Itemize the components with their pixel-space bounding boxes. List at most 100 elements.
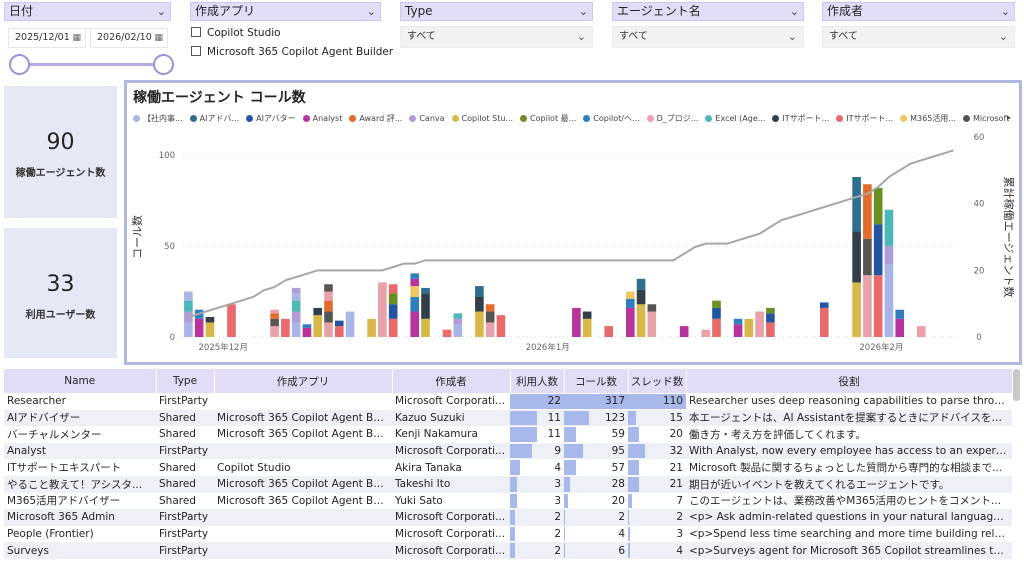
bar-segment xyxy=(647,304,657,312)
table-row[interactable]: Surveys FirstParty Microsoft Corporati... 2… xyxy=(4,542,1012,559)
chevron-down-icon[interactable]: ⌄ xyxy=(787,30,797,43)
calendar-icon[interactable]: ▦ xyxy=(154,33,163,43)
column-header[interactable]: 作成アプリ xyxy=(214,369,393,393)
bar-segment xyxy=(863,238,872,276)
legend-item[interactable]: AIアバター xyxy=(246,113,296,124)
numeric-cell: 3 xyxy=(510,493,564,510)
legend-item[interactable]: 【社内事... xyxy=(133,113,183,124)
column-header[interactable]: 利用人数 xyxy=(510,369,565,393)
type-dropdown[interactable]: すべて ⌄ xyxy=(400,26,593,48)
numeric-cell: 28 xyxy=(564,475,628,493)
bar-segment xyxy=(410,273,420,279)
date-range-end-handle[interactable] xyxy=(153,54,174,75)
legend-item[interactable]: D_プロジ... xyxy=(646,113,698,124)
y-tick-label: 0 xyxy=(170,333,175,343)
legend-next-arrow[interactable]: ▸ xyxy=(1006,113,1011,122)
legend-item[interactable]: Copilot Stu... xyxy=(451,114,513,123)
app-option-copilot-studio[interactable]: Copilot Studio xyxy=(191,26,281,40)
legend-item[interactable]: Canva xyxy=(409,114,445,123)
y2-tick-label: 60 xyxy=(974,133,985,143)
agent-dropdown-value: すべて xyxy=(619,31,648,42)
chevron-down-icon[interactable]: ⌄ xyxy=(366,5,376,18)
creator-dropdown[interactable]: すべて ⌄ xyxy=(822,26,1015,48)
table-row[interactable]: AIアドバイザー Shared Microsoft 365 Copilot Agen… xyxy=(4,409,1012,427)
table-row[interactable]: Microsoft 365 Admin FirstParty Microsoft C… xyxy=(4,509,1012,526)
bar-segment xyxy=(302,327,312,337)
end-date-value: 2026/02/10 xyxy=(97,32,152,43)
column-header[interactable]: Type xyxy=(156,369,215,393)
bar-segment xyxy=(819,302,829,308)
legend-item[interactable]: Award 評... xyxy=(349,113,402,124)
start-date-input[interactable]: 2025/12/01 ▦ xyxy=(8,28,86,48)
table-row[interactable]: バーチャルメンター Shared Microsoft 365 Copilot Age… xyxy=(4,426,1012,443)
date-range-start-handle[interactable] xyxy=(9,54,30,75)
creator-slicer-header[interactable]: 作成者 ⌄ xyxy=(822,2,1015,21)
chevron-down-icon[interactable]: ⌄ xyxy=(156,5,166,18)
legend-label: Microsoft ... xyxy=(972,114,1013,123)
checkbox[interactable] xyxy=(191,46,201,56)
cell-value: 2 xyxy=(554,511,561,524)
table-row[interactable]: Analyst FirstParty Microsoft Corporati... 9… xyxy=(4,442,1012,460)
table-row[interactable]: People (Frontier) FirstParty Microsoft Cor… xyxy=(4,526,1012,543)
chevron-down-icon[interactable]: ⌄ xyxy=(576,30,586,43)
date-slicer-header[interactable]: 日付 ⌄ xyxy=(4,2,171,21)
legend-item[interactable]: M365活用... xyxy=(900,113,956,124)
table-row[interactable]: ITサポートエキスパート Shared Copilot Studio Akira Ta… xyxy=(4,459,1012,476)
chevron-down-icon[interactable]: ⌄ xyxy=(1000,5,1010,18)
legend-item[interactable]: Copilot 最... xyxy=(520,113,576,124)
column-header[interactable]: Name xyxy=(4,369,157,393)
table-cell: Researcher xyxy=(7,395,66,408)
table-row[interactable]: やること教えて！アシスタ... Shared Microsoft 365 Copil… xyxy=(4,475,1012,493)
bar-segment xyxy=(421,318,430,337)
bar-segment xyxy=(313,315,323,337)
type-slicer-header[interactable]: Type ⌄ xyxy=(400,2,593,21)
bar-segment xyxy=(291,300,301,312)
cell-value: 15 xyxy=(669,411,683,424)
column-header[interactable]: 役割 xyxy=(686,369,1012,393)
cell-value: 20 xyxy=(611,494,625,507)
legend-item[interactable]: Copilot/ヘ... xyxy=(583,113,640,124)
table-row[interactable]: M365活用アドバイザー Shared Microsoft 365 Copilot … xyxy=(4,493,1012,510)
bar-segment xyxy=(625,307,635,337)
bar-segment xyxy=(873,187,883,225)
bar-segment xyxy=(582,318,592,337)
legend-swatch xyxy=(133,115,140,122)
bar-segment xyxy=(184,300,193,312)
legend-item[interactable]: ITサポート... xyxy=(772,113,829,124)
bar-segment xyxy=(852,231,861,283)
table-cell: 期日が近いイベントを教えてくれるエージェントです。 xyxy=(686,475,1012,493)
chevron-down-icon[interactable]: ⌄ xyxy=(578,5,588,18)
table-scrollbar[interactable] xyxy=(1013,369,1020,401)
checkbox[interactable] xyxy=(191,27,201,37)
calendar-icon[interactable]: ▦ xyxy=(72,33,81,43)
chevron-down-icon[interactable]: ⌄ xyxy=(998,30,1008,43)
agent-slicer-header[interactable]: エージェント名 ⌄ xyxy=(612,2,804,21)
column-header[interactable]: コール数 xyxy=(564,369,629,393)
bar-segment xyxy=(701,329,711,337)
app-option-agent-builder[interactable]: Microsoft 365 Copilot Agent Builder xyxy=(191,45,393,59)
cell-value: 7 xyxy=(676,494,683,507)
chevron-down-icon[interactable]: ⌄ xyxy=(789,5,799,18)
legend-item[interactable]: Analyst xyxy=(302,114,342,123)
column-header[interactable]: スレッド数 xyxy=(628,369,687,393)
agent-dropdown[interactable]: すべて ⌄ xyxy=(612,26,804,48)
legend-item[interactable]: Excel (Age... xyxy=(705,114,765,123)
bar-segment xyxy=(873,275,883,337)
numeric-cell: 22 xyxy=(510,393,564,410)
legend-swatch xyxy=(646,115,654,122)
cumulative-line xyxy=(188,149,954,318)
numeric-cell: 21 xyxy=(628,459,686,476)
legend-item[interactable]: ITサポート... xyxy=(836,113,893,124)
end-date-input[interactable]: 2026/02/10 ▦ xyxy=(90,28,168,48)
cell-value: 2 xyxy=(618,511,625,524)
option-label: Copilot Studio xyxy=(207,27,281,39)
app-slicer-header[interactable]: 作成アプリ ⌄ xyxy=(190,2,381,21)
cell-value: 95 xyxy=(611,445,625,458)
table-cell: Shared xyxy=(159,461,196,474)
table-row[interactable]: Researcher FirstParty Microsoft Corporati.… xyxy=(4,393,1012,410)
legend-item[interactable]: AIアドバ... xyxy=(189,113,239,124)
column-header[interactable]: 作成者 xyxy=(392,369,511,393)
y-tick-label: 50 xyxy=(164,242,175,252)
active-users-value: 33 xyxy=(46,272,75,297)
legend-item[interactable]: Microsoft ... xyxy=(962,114,1013,123)
